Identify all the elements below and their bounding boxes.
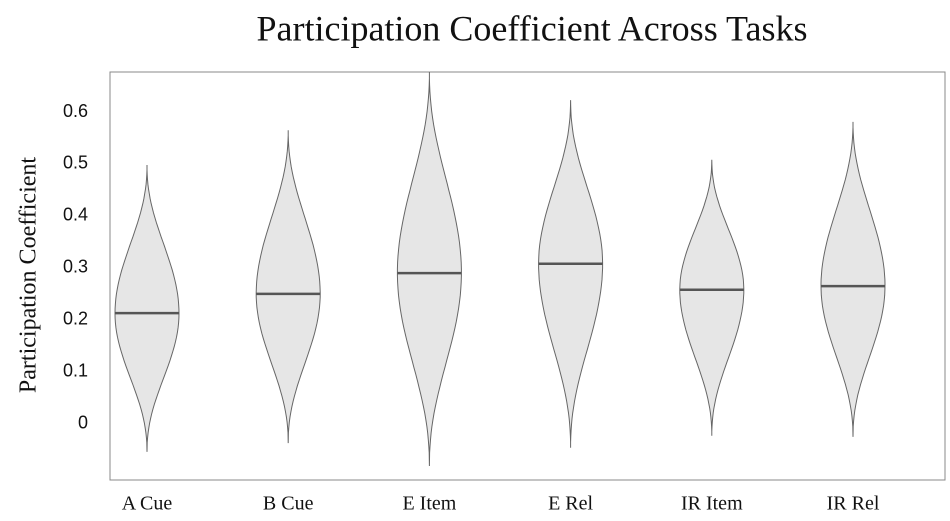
chart-title: Participation Coefficient Across Tasks (256, 8, 807, 48)
violin-body (679, 159, 745, 436)
plot-frame (109, 71, 946, 481)
y-tick-label: 0.5 (63, 153, 88, 173)
violin-body (396, 72, 462, 467)
x-tick-label: E Rel (548, 493, 593, 515)
y-tick-label: 0.3 (63, 257, 88, 277)
x-tick-label: E Item (402, 493, 456, 515)
y-axis-label: Participation Coefficient (16, 157, 42, 393)
violin-body (114, 165, 180, 452)
y-tick-label: 0.2 (63, 309, 88, 329)
x-tick-label: IR Rel (827, 493, 880, 515)
y-tick-label: 0.1 (63, 361, 88, 381)
x-tick-label: B Cue (263, 493, 314, 515)
violin-body (538, 100, 604, 448)
violin-body (255, 130, 321, 444)
y-tick-label: 0.4 (63, 205, 88, 225)
y-tick-label: 0.6 (63, 101, 88, 121)
y-tick-label: 0 (78, 413, 88, 433)
violin-body (820, 121, 886, 437)
x-tick-label: A Cue (122, 493, 173, 515)
x-tick-label: IR Item (681, 493, 743, 515)
